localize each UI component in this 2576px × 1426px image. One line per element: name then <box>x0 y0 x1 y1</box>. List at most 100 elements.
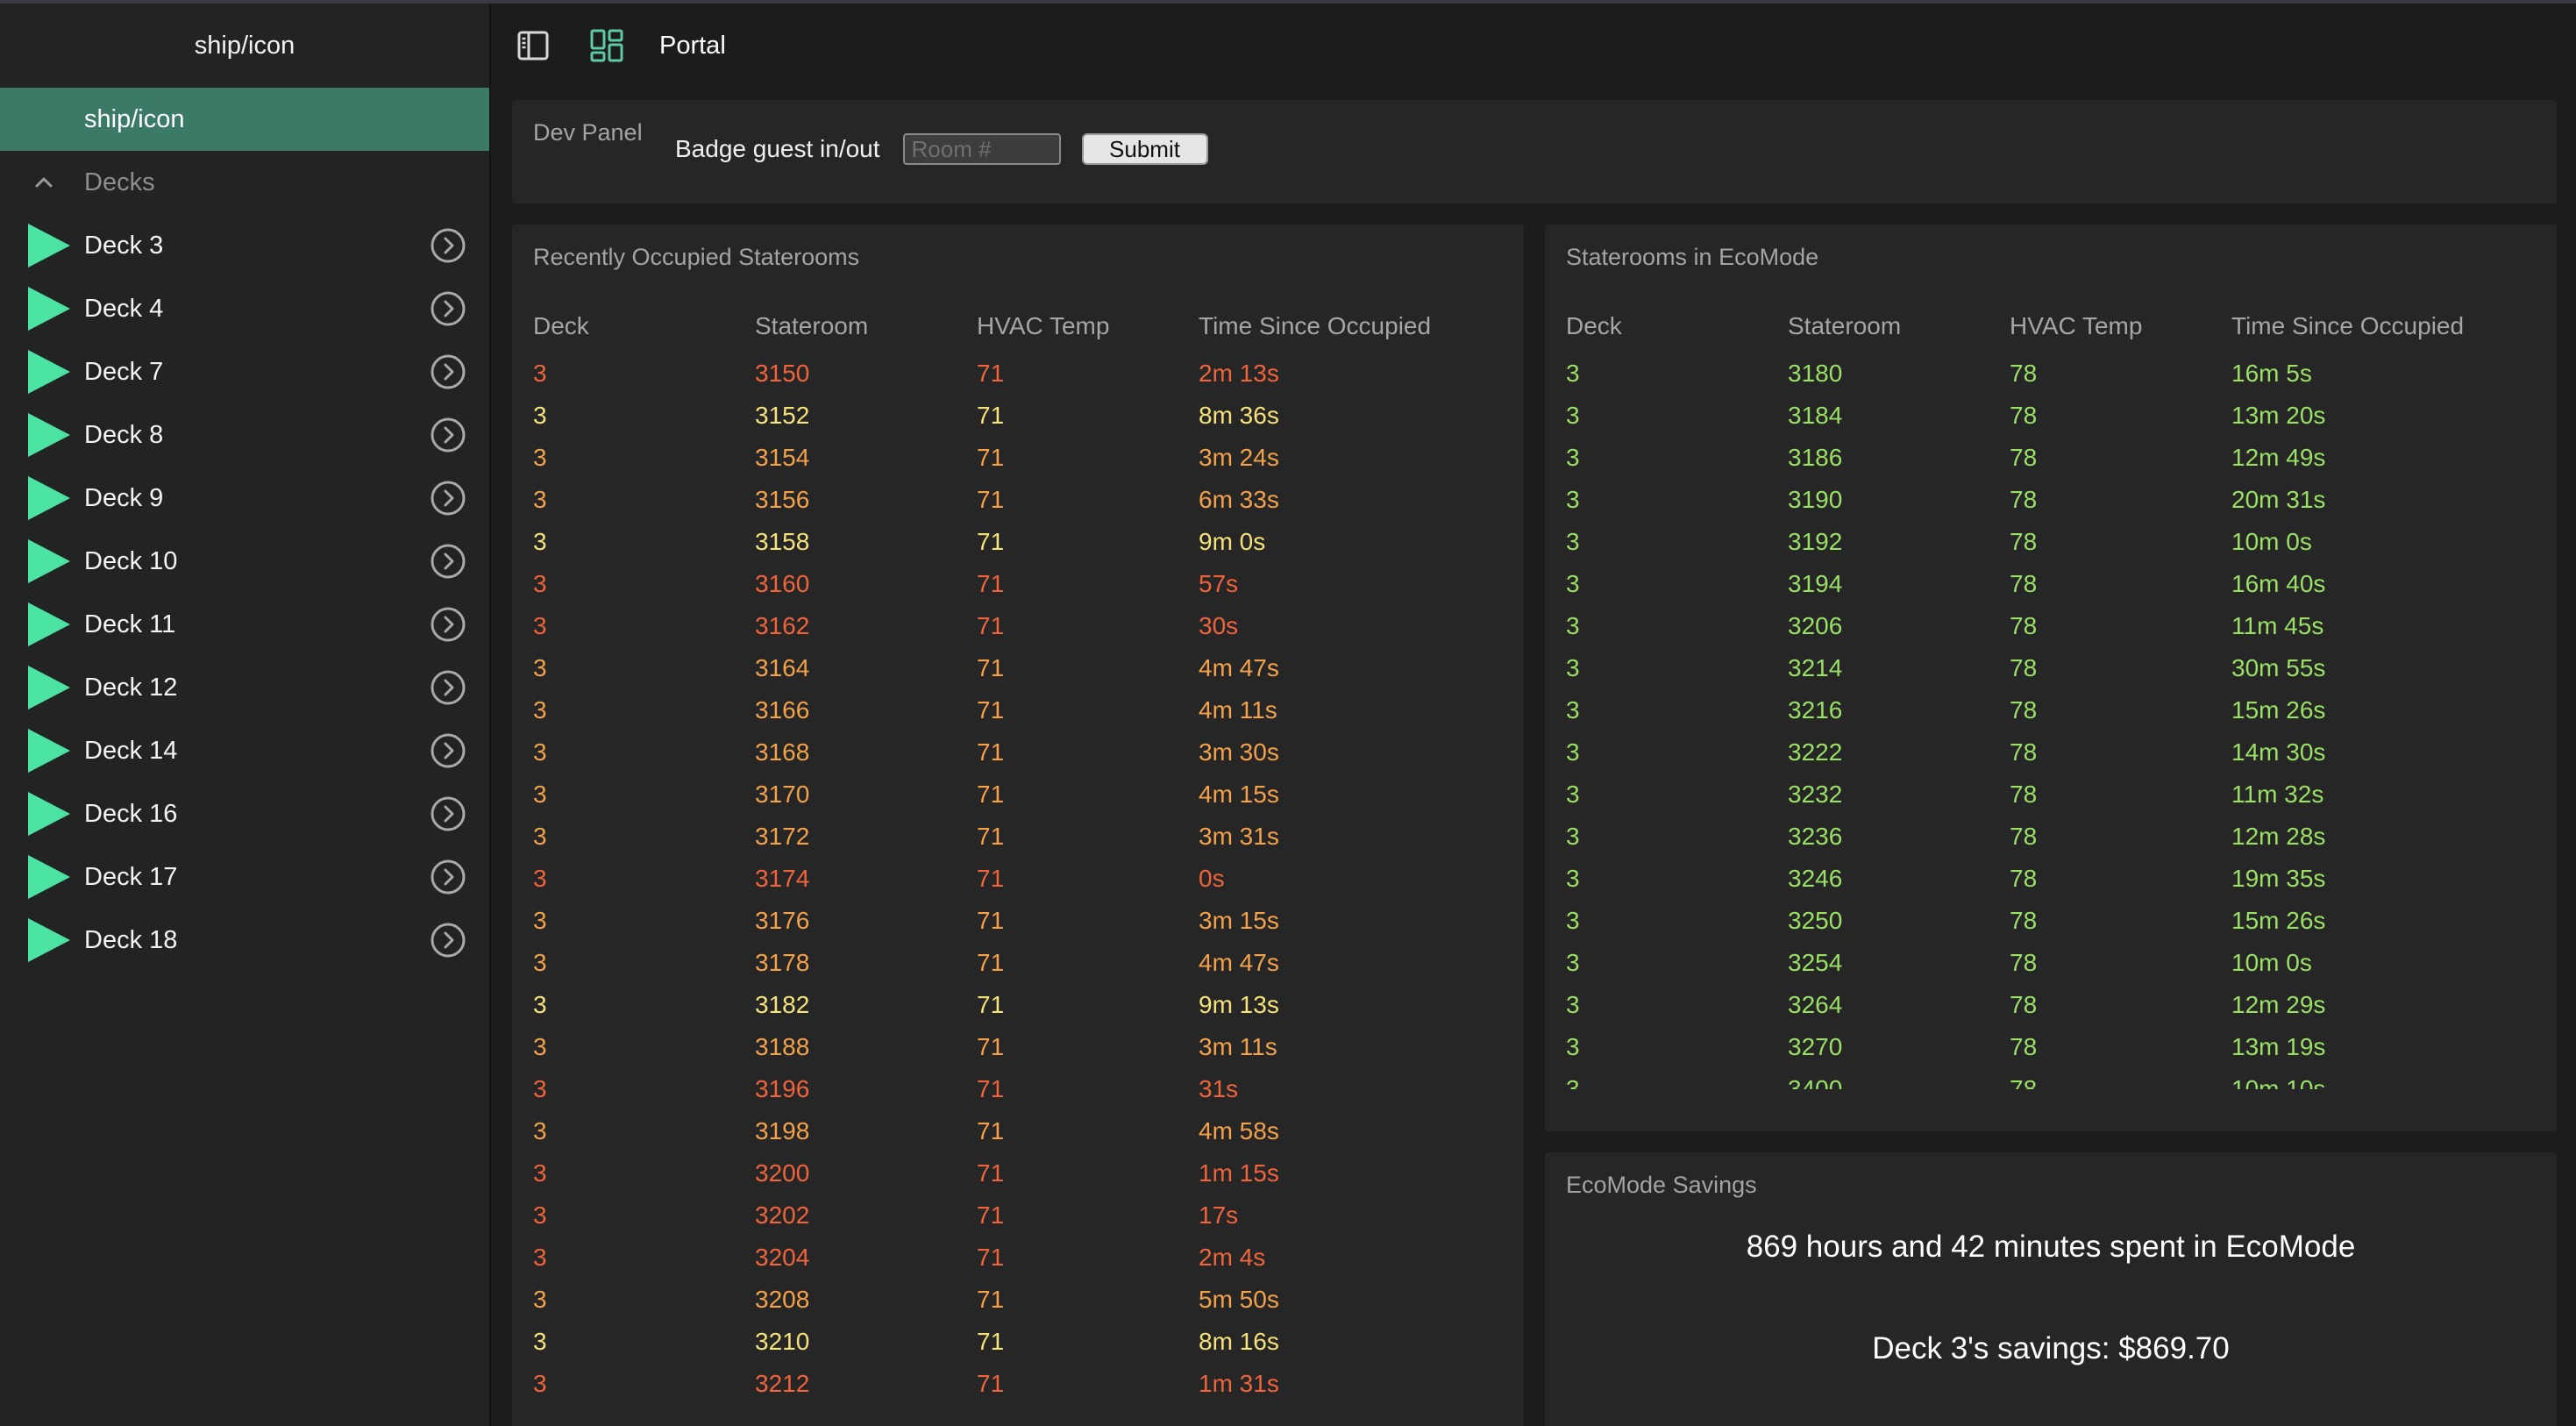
cell-temp: 71 <box>977 360 1005 387</box>
cell-temp: 71 <box>977 612 1005 639</box>
cell-time: 20m 31s <box>2231 486 2326 513</box>
chevron-right-circle-icon[interactable] <box>430 795 466 832</box>
chevron-right-circle-icon[interactable] <box>430 417 466 453</box>
chevron-right-circle-icon[interactable] <box>430 290 466 327</box>
table-row: 3 3200 71 1m 15s <box>533 1152 1497 1194</box>
dev-panel-title: Dev Panel <box>533 119 643 146</box>
decks-group-label: Decks <box>84 168 155 196</box>
cell-deck: 3 <box>533 444 547 471</box>
cell-deck: 3 <box>1566 402 1580 429</box>
table-row: 3 3222 78 14m 30s <box>1566 731 2530 774</box>
submit-button[interactable]: Submit <box>1081 133 1208 165</box>
chevron-right-circle-icon[interactable] <box>430 669 466 706</box>
savings-panel-title: EcoMode Savings <box>1566 1172 1757 1198</box>
cell-time: 11m 45s <box>2231 612 2324 639</box>
chevron-right-circle-icon[interactable] <box>430 227 466 264</box>
table-row: 3 3236 78 12m 28s <box>1566 816 2530 858</box>
cell-time: 9m 0s <box>1199 528 1266 555</box>
cell-room: 3170 <box>755 781 810 808</box>
sidebar-item-deck[interactable]: Deck 14 <box>0 719 489 782</box>
cell-room: 3206 <box>1788 612 1843 639</box>
chevron-right-circle-icon[interactable] <box>430 480 466 517</box>
sidebar-item-deck[interactable]: Deck 10 <box>0 530 489 593</box>
cell-deck: 3 <box>533 1159 547 1187</box>
cell-deck: 3 <box>533 654 547 681</box>
table-row: 3 3186 78 12m 49s <box>1566 437 2530 479</box>
cell-time: 4m 58s <box>1199 1117 1279 1144</box>
sidebar-item-deck[interactable]: Deck 18 <box>0 909 489 972</box>
cell-time: 4m 47s <box>1199 654 1279 681</box>
cell-time: 3m 15s <box>1199 907 1279 934</box>
chevron-right-circle-icon[interactable] <box>430 922 466 959</box>
badge-form: Badge guest in/out Submit <box>675 133 1208 165</box>
chevron-right-circle-icon[interactable] <box>430 353 466 390</box>
table-row: 3 3172 71 3m 31s <box>533 816 1497 858</box>
column-header-time-since-occupied: Time Since Occupied <box>2231 312 2465 339</box>
cell-time: 5m 50s <box>1199 1286 1279 1313</box>
table-row: 3 3270 78 13m 19s <box>1566 1026 2530 1068</box>
chevron-right-circle-icon[interactable] <box>430 859 466 895</box>
chevron-right-circle-icon[interactable] <box>430 606 466 643</box>
table-row: 3 3188 71 3m 11s <box>533 1026 1497 1068</box>
sidebar-item-deck[interactable]: Deck 7 <box>0 340 489 403</box>
sidebar-item-deck[interactable]: Deck 3 <box>0 214 489 277</box>
cell-time: 30s <box>1199 612 1239 639</box>
cell-temp: 78 <box>2010 570 2038 597</box>
cell-room: 3186 <box>1788 444 1843 471</box>
cell-deck: 3 <box>1566 907 1580 934</box>
cell-time: 0s <box>1199 865 1225 892</box>
cell-temp: 71 <box>977 781 1005 808</box>
deck-savings-text: Deck 3's savings: $869.70 <box>1872 1331 2230 1365</box>
sidebar-item-deck[interactable]: Deck 8 <box>0 403 489 467</box>
cell-time: 10m 0s <box>2231 949 2312 976</box>
cell-deck: 3 <box>1566 528 1580 555</box>
cell-temp: 78 <box>2010 402 2038 429</box>
cell-room: 3184 <box>1788 402 1843 429</box>
table-row: 3 3160 71 57s <box>533 563 1497 605</box>
recent-staterooms-panel: Recently Occupied Staterooms Deck Stater… <box>512 225 1524 1426</box>
room-number-input[interactable] <box>902 133 1061 165</box>
sidebar-item-deck[interactable]: Deck 12 <box>0 656 489 719</box>
sidebar-item-deck[interactable]: Deck 11 <box>0 593 489 656</box>
table-row: 3 3168 71 3m 30s <box>533 731 1497 774</box>
recent-staterooms-table: Deck Stateroom HVAC Temp Time Since Occu… <box>533 312 1497 1405</box>
sidebar-item-label: Deck 14 <box>84 736 178 765</box>
decks-group-toggle[interactable]: Decks <box>0 151 489 214</box>
cell-deck: 3 <box>533 907 547 934</box>
cell-temp: 71 <box>977 991 1005 1018</box>
chevron-right-circle-icon[interactable] <box>430 732 466 769</box>
cell-temp: 78 <box>2010 486 2038 513</box>
cell-temp: 71 <box>977 1328 1005 1355</box>
play-triangle-icon <box>28 350 70 394</box>
table-row: 3 3198 71 4m 58s <box>533 1110 1497 1152</box>
recent-panel-title: Recently Occupied Staterooms <box>533 244 860 270</box>
chevron-right-circle-icon[interactable] <box>430 543 466 580</box>
dashboard-icon[interactable] <box>589 28 624 63</box>
top-bar: Portal <box>493 4 2576 88</box>
sidebar-item-deck[interactable]: Deck 17 <box>0 845 489 909</box>
cell-room: 3162 <box>755 612 810 639</box>
cell-deck: 3 <box>1566 696 1580 724</box>
cell-time: 3m 30s <box>1199 738 1279 766</box>
cell-time: 4m 47s <box>1199 949 1279 976</box>
cell-temp: 78 <box>2010 444 2038 471</box>
cell-deck: 3 <box>1566 991 1580 1018</box>
cell-time: 4m 15s <box>1199 781 1279 808</box>
sidebar-item-home[interactable]: ship/icon <box>0 88 489 151</box>
cell-room: 3212 <box>755 1370 810 1397</box>
sidebar-toggle-icon[interactable] <box>516 28 551 63</box>
cell-time: 3m 11s <box>1199 1033 1277 1060</box>
table-row: 3 3154 71 3m 24s <box>533 437 1497 479</box>
cell-deck: 3 <box>533 865 547 892</box>
sidebar-item-deck[interactable]: Deck 4 <box>0 277 489 340</box>
eco-scroll-area[interactable]: Deck Stateroom HVAC Temp Time Since Occu… <box>1545 312 2557 1089</box>
table-row: 3 3184 78 13m 20s <box>1566 395 2530 437</box>
sidebar-item-deck[interactable]: Deck 9 <box>0 467 489 530</box>
cell-deck: 3 <box>533 991 547 1018</box>
sidebar-item-label: Deck 8 <box>84 420 164 449</box>
sidebar-item-deck[interactable]: Deck 16 <box>0 782 489 845</box>
column-header-time-since-occupied: Time Since Occupied <box>1199 312 1432 339</box>
cell-temp: 71 <box>977 444 1005 471</box>
cell-temp: 71 <box>977 907 1005 934</box>
cell-time: 6m 33s <box>1199 486 1279 513</box>
